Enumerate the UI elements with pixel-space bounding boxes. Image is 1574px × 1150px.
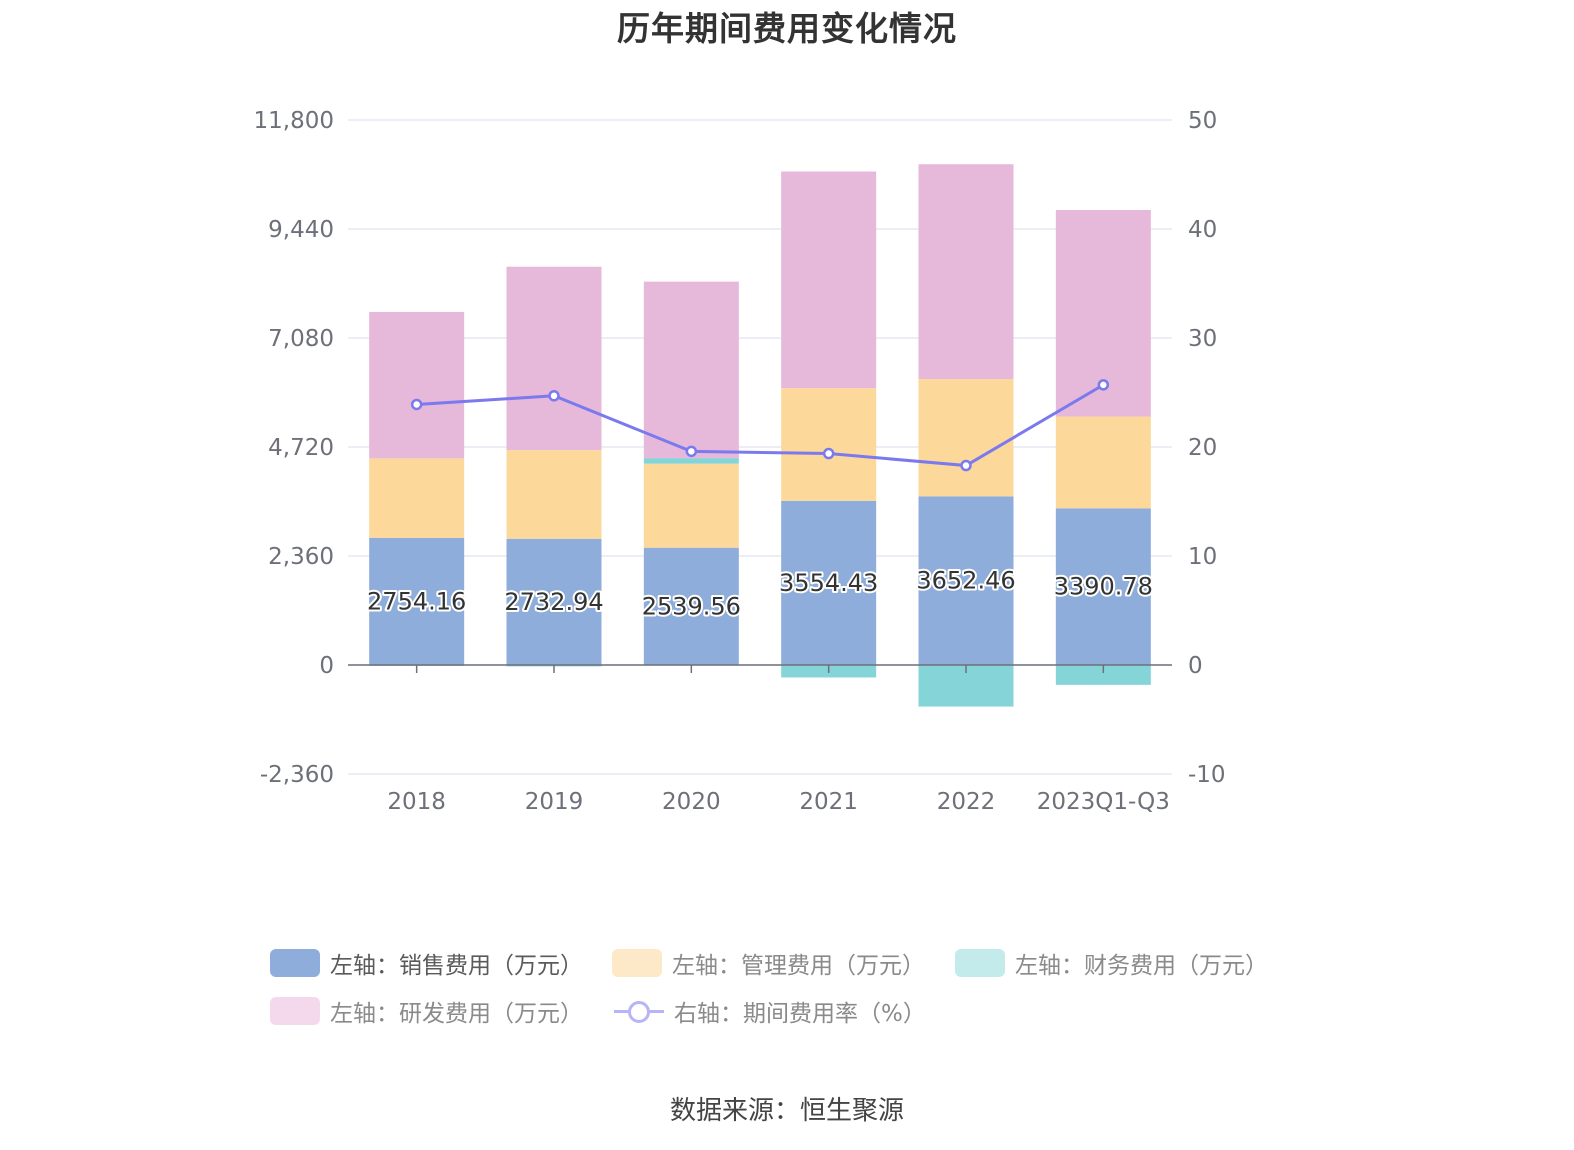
bar-segment-1 — [781, 500, 877, 665]
bar-series — [369, 164, 1151, 707]
bar-segment-2 — [506, 450, 602, 539]
x-axis-labels: 2018 2019 2020 2021 2022 2023Q1-Q3 — [387, 789, 1170, 815]
legend-swatch-sales — [270, 949, 320, 977]
x-category-label: 2020 — [662, 789, 721, 815]
x-category-label: 2023Q1-Q3 — [1037, 789, 1170, 815]
bar-segment-4 — [506, 266, 602, 451]
bar-segment-1 — [369, 537, 465, 665]
x-category-label: 2022 — [937, 789, 996, 815]
rate-line — [416, 383, 1105, 468]
rate-point — [822, 447, 835, 460]
bar-segment-3 — [643, 458, 739, 464]
legend-label-sales: 左轴：销售费用（万元） — [330, 953, 583, 979]
left-tick-label: 9,440 — [268, 217, 334, 243]
legend-item-sales[interactable]: 左轴：销售费用（万元） — [270, 946, 583, 980]
bar-segment-3 — [1055, 665, 1151, 685]
rate-point — [548, 390, 560, 402]
bar-segment-1 — [643, 547, 739, 665]
left-tick-label: -2,360 — [260, 762, 334, 788]
legend-swatch-rate — [614, 997, 664, 1025]
data-source: 数据来源：恒生聚源 — [669, 1096, 904, 1126]
bar-segment-4 — [918, 164, 1014, 379]
legend-item-finance[interactable]: 左轴：财务费用（万元） — [955, 946, 1268, 980]
bar-segment-2 — [369, 458, 465, 538]
bar-data-label: 3652.46 — [916, 567, 1015, 595]
zero-axis — [348, 664, 1172, 673]
bar-segment-2 — [1055, 416, 1151, 509]
bar-segment-1 — [1055, 508, 1151, 665]
data-labels: 2754.16 2732.94 2539.56 3554.43 3652.46 3390.… — [365, 565, 1155, 623]
bar-data-label: 2732.94 — [504, 588, 603, 616]
right-tick-label: 30 — [1188, 326, 1217, 352]
legend-label-finance: 左轴：财务费用（万元） — [1015, 953, 1268, 979]
rate-line-series — [410, 379, 1110, 472]
legend-swatch-rnd — [270, 997, 320, 1025]
bar-data-label: 3554.43 — [779, 569, 878, 597]
x-category-label: 2018 — [387, 789, 446, 815]
bar-segment-2 — [918, 378, 1014, 497]
right-tick-label: 40 — [1188, 217, 1217, 243]
legend-item-rnd[interactable]: 左轴：研发费用（万元） — [270, 994, 583, 1028]
right-tick-label: 20 — [1188, 435, 1217, 461]
left-axis-ticks: 11,800 9,440 7,080 4,720 2,360 0 -2,360 — [254, 108, 334, 788]
right-tick-label: -10 — [1188, 762, 1226, 788]
chart-title: 历年期间费用变化情况 — [617, 9, 957, 48]
left-tick-label: 2,360 — [268, 544, 334, 570]
legend-label-rate: 右轴：期间费用率（%） — [674, 1001, 926, 1027]
x-category-label: 2019 — [525, 789, 584, 815]
bar-segment-2 — [643, 463, 739, 548]
grid-lines — [348, 119, 1172, 775]
bar-segment-2 — [781, 388, 877, 501]
legend-item-rate[interactable]: 右轴：期间费用率（%） — [614, 994, 926, 1028]
rate-point — [410, 398, 423, 411]
legend-label-rnd: 左轴：研发费用（万元） — [330, 1001, 583, 1027]
right-tick-label: 50 — [1188, 108, 1217, 134]
legend-swatch-finance — [955, 949, 1005, 977]
left-tick-label: 0 — [319, 653, 334, 679]
right-axis-ticks: 50 40 30 20 10 0 -10 — [1188, 108, 1226, 788]
bar-segment-1 — [506, 538, 602, 665]
bar-data-label: 3390.78 — [1054, 573, 1153, 601]
bar-data-label: 2754.16 — [367, 587, 466, 615]
right-tick-label: 0 — [1188, 653, 1203, 679]
bar-segment-4 — [369, 311, 465, 459]
legend-item-admin[interactable]: 左轴：管理费用（万元） — [612, 946, 925, 980]
left-tick-label: 7,080 — [268, 326, 334, 352]
legend-label-admin: 左轴：管理费用（万元） — [672, 953, 925, 979]
right-tick-label: 10 — [1188, 544, 1217, 570]
rate-point — [1097, 379, 1110, 391]
bar-segment-4 — [643, 281, 739, 459]
x-category-label: 2021 — [799, 789, 858, 815]
bar-segment-4 — [781, 171, 877, 389]
left-tick-label: 4,720 — [268, 435, 334, 461]
bar-data-label: 2539.56 — [642, 592, 741, 620]
legend-swatch-admin — [612, 949, 662, 977]
rate-point — [960, 459, 972, 472]
bar-segment-1 — [918, 496, 1014, 665]
rate-point — [685, 445, 698, 458]
left-tick-label: 11,800 — [254, 108, 334, 134]
